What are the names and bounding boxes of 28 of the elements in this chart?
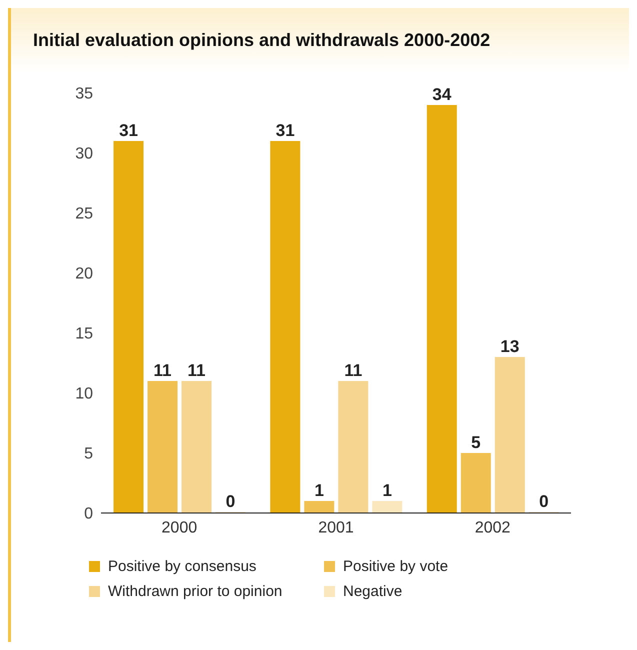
y-tick-label: 5 <box>84 446 94 463</box>
data-label: 11 <box>344 361 362 380</box>
legend-label: Withdrawn prior to opinion <box>108 583 282 600</box>
data-label: 11 <box>188 361 206 380</box>
data-label: 5 <box>471 433 481 452</box>
legend-label: Positive by vote <box>343 558 448 575</box>
data-label: 11 <box>154 361 172 380</box>
x-tick-label: 2000 <box>162 519 198 536</box>
data-label: 0 <box>539 492 549 511</box>
x-tick-label: 2002 <box>474 519 511 536</box>
legend-label: Negative <box>343 583 402 600</box>
chart-title: Initial evaluation opinions and withdrawals 2000-2002 <box>11 8 629 73</box>
data-label: 1 <box>314 481 324 500</box>
data-label: 31 <box>276 121 295 140</box>
y-tick-label: 20 <box>75 266 94 283</box>
y-tick-label: 0 <box>84 506 94 523</box>
legend-label: Positive by consensus <box>108 558 256 575</box>
y-tick-label: 30 <box>75 146 94 163</box>
data-label: 1 <box>382 481 392 500</box>
y-tick-label: 25 <box>75 206 94 223</box>
y-tick-label: 15 <box>75 326 94 343</box>
data-label: 13 <box>500 337 520 356</box>
y-tick-label: 10 <box>75 386 94 403</box>
data-label: 31 <box>119 121 138 140</box>
data-label: 34 <box>432 85 452 104</box>
data-label: 0 <box>226 492 236 511</box>
x-tick-label: 2001 <box>318 519 354 536</box>
y-tick-label: 35 <box>75 86 94 103</box>
